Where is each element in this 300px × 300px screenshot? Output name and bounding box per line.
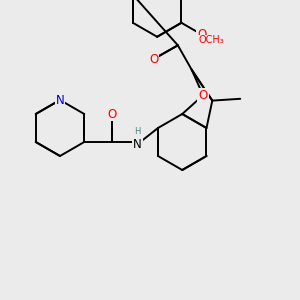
Text: O: O	[149, 52, 158, 66]
Text: O: O	[108, 107, 117, 121]
Text: H: H	[134, 128, 140, 136]
Text: O: O	[197, 28, 207, 41]
Text: N: N	[133, 137, 142, 151]
Text: O: O	[198, 89, 208, 102]
Text: N: N	[56, 94, 64, 106]
Text: OCH₃: OCH₃	[199, 35, 225, 45]
